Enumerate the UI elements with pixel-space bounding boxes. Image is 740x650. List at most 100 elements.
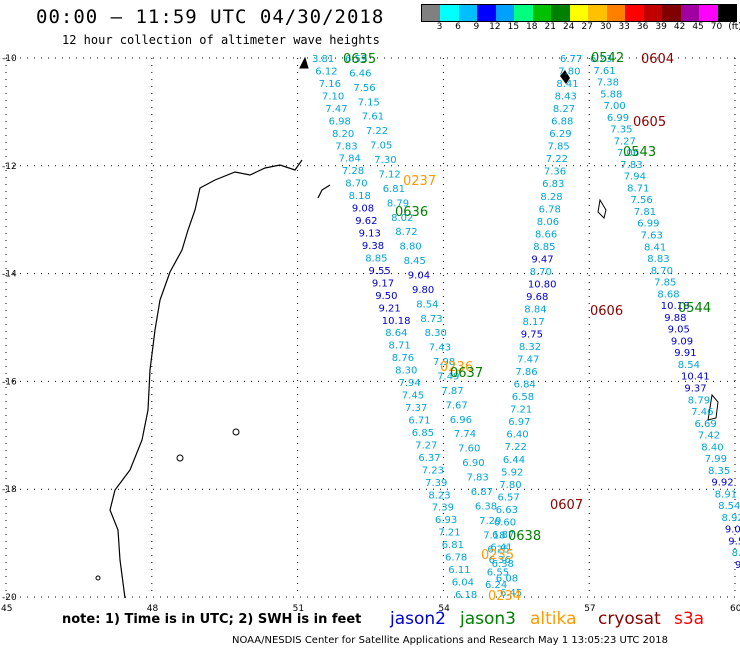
grid-lines [5,57,736,598]
longitude-label: 54 [438,604,450,614]
wave-height-value: 10.41 [681,372,710,383]
wave-height-value: 7.46 [691,407,713,418]
wave-height-value: 7.67 [446,400,468,411]
wave-height-value: 6.44 [503,455,525,466]
wave-height-value: 6.57 [498,492,520,503]
wave-height-value: 8.18 [349,191,371,202]
wave-height-value: 8.91 [715,489,737,500]
wave-height-value: 6.96 [450,415,472,426]
pass-time-label: 0542 [591,51,624,66]
colorbar-tick: 9 [473,22,480,32]
wave-height-value: 8.79 [688,395,710,406]
wave-height-value: 7.42 [698,431,720,442]
wave-height-value: 6.83 [542,179,564,190]
longitude-label: 45 [1,604,12,614]
wave-height-value: 8.28 [540,192,562,203]
wave-height-value: 6.84 [514,380,536,391]
wave-height-value: 8.43 [555,92,577,103]
footer-credit: NOAA/NESDIS Center for Satellite Applica… [232,635,668,646]
pass-time-label: 0637 [450,366,483,381]
wave-height-value: 7.56 [631,195,653,206]
wave-height-value: 6.59 [345,54,367,65]
wave-height-value: 6.25 [487,545,509,556]
wave-height-value: 8.66 [535,229,557,240]
pass-time-label: 0544 [678,301,711,316]
wave-height-value: 7.61 [362,112,384,123]
wave-height-value: 7.35 [610,125,632,136]
colorbar-swatch [569,5,589,21]
wave-height-value: 8.35 [708,466,730,477]
colorbar-swatch [625,5,644,21]
wave-height-value: 6.36 [489,555,511,566]
wave-height-value: 6.87 [492,530,514,541]
longitude-label: 51 [293,604,304,614]
wave-height-value: 7.83 [620,160,642,171]
wave-height-value: 7.05 [370,141,392,152]
colorbar-swatch [588,5,607,21]
latitude-label: -20 [2,593,17,603]
wave-height-value: 6.78 [539,204,561,215]
wave-height-value: 6.87 [471,487,493,498]
colorbar-tick: 27 [581,22,593,32]
wave-height-value: 7.43 [429,343,451,354]
pass-time-label: 0236 [440,360,473,375]
colorbar-tick: 3 [436,22,443,32]
wave-height-value: 6.60 [494,517,516,528]
colorbar-tick: 33 [618,22,630,32]
latitude-label: -10 [2,54,17,64]
wave-height-value: 6.45 [500,588,522,599]
wave-height-value: 9.92 [711,478,733,489]
wave-height-value: 7.39 [432,503,454,514]
pass-time-label: 0604 [641,52,674,67]
wave-height-value: 6.99 [637,219,659,230]
wave-height-value: 9.37 [684,384,706,395]
wave-height-value: 9.75 [521,330,543,341]
wave-height-value: 9.88 [664,313,686,324]
wave-height-value: 9.17 [372,278,394,289]
colorbar-swatch [699,5,718,21]
wave-height-value: 6.78 [445,553,467,564]
wave-height-value: 6.18 [455,590,477,601]
wave-height-value: 7.47 [325,104,347,115]
wave-height-value: 7.30 [374,155,396,166]
colorbar-tick: 18 [526,22,538,32]
wave-height-value: 7.18 [483,530,505,541]
pass-time-labels: 0635 0542 0604 0605 0543 0237 0636 0606 0544 0236… [343,51,711,604]
wave-height-value: 7.63 [641,231,663,242]
colorbar-swatch [477,5,496,21]
wave-height-value: 7.94 [624,172,646,183]
latitude-label: -16 [2,377,17,387]
wave-height-value: 6.08 [496,574,518,585]
wave-height-value: 8.40 [701,442,723,453]
wave-height-value: 8.71 [389,341,411,352]
wave-height-value: 9.47 [531,254,553,265]
wave-height-value: 8.27 [553,104,575,115]
wave-height-value: 7.47 [517,355,539,366]
legend-jason2: jason2 [390,609,446,629]
wave-height-value: 6.41 [490,542,512,553]
colorbar-tick: 12 [489,22,501,32]
wave-height-value: 9.05 [668,325,690,336]
colorbar-swatch [717,5,736,21]
wave-height-value: 7.21 [438,528,460,539]
longitude-label: 57 [584,604,595,614]
madagascar-coastline [95,56,719,599]
wave-height-value: 8.85 [533,242,555,253]
colorbar-tick: 42 [673,22,686,32]
wave-height-value: 7.38 [597,78,619,89]
wave-height-value: 7.94 [399,378,421,389]
altimeter-track-values: 3.816.127.167.107.476.988.207.837.847.28… [312,54,740,601]
map-subtitle: 12 hour collection of altimeter wave hei… [62,33,380,47]
longitude-label: 48 [147,604,159,614]
colorbar-swatch [458,5,478,21]
wave-height-value: 8.70 [345,179,367,190]
wave-height-value: 8.80 [400,242,422,253]
wave-height-value: 6.38 [492,559,514,570]
wave-height-value: 10.18 [382,316,411,327]
wave-height-value: 8.54 [718,501,740,512]
colorbar-tick: 70 [710,22,723,32]
wave-height-value: 8.20 [332,129,354,140]
pass-time-label: 0607 [550,498,583,513]
wave-height-value: 7.23 [422,465,444,476]
